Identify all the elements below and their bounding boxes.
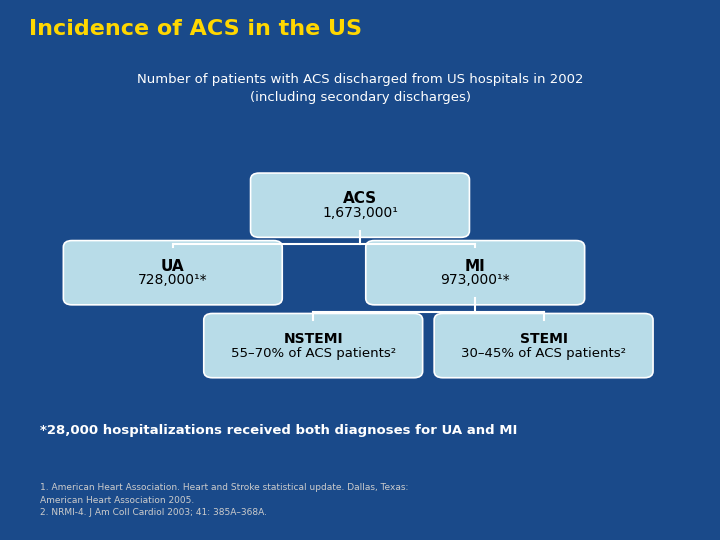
Text: STEMI: STEMI [520, 332, 567, 346]
Text: UA: UA [161, 259, 184, 274]
FancyBboxPatch shape [366, 241, 585, 305]
Text: MI: MI [465, 259, 485, 274]
FancyBboxPatch shape [204, 313, 423, 378]
Text: 30–45% of ACS patients²: 30–45% of ACS patients² [461, 347, 626, 360]
Text: 973,000¹*: 973,000¹* [441, 273, 510, 287]
Text: 55–70% of ACS patients²: 55–70% of ACS patients² [230, 347, 396, 360]
Text: ACS: ACS [343, 191, 377, 206]
FancyBboxPatch shape [251, 173, 469, 238]
Text: Number of patients with ACS discharged from US hospitals in 2002
(including seco: Number of patients with ACS discharged f… [137, 73, 583, 104]
Text: *28,000 hospitalizations received both diagnoses for UA and MI: *28,000 hospitalizations received both d… [40, 424, 517, 437]
FancyBboxPatch shape [434, 313, 653, 378]
Text: Incidence of ACS in the US: Incidence of ACS in the US [29, 19, 362, 39]
Text: 1. American Heart Association. Heart and Stroke statistical update. Dallas, Texa: 1. American Heart Association. Heart and… [40, 483, 408, 517]
Text: NSTEMI: NSTEMI [284, 332, 343, 346]
Text: 1,673,000¹: 1,673,000¹ [322, 206, 398, 220]
Text: 728,000¹*: 728,000¹* [138, 273, 207, 287]
FancyBboxPatch shape [63, 241, 282, 305]
